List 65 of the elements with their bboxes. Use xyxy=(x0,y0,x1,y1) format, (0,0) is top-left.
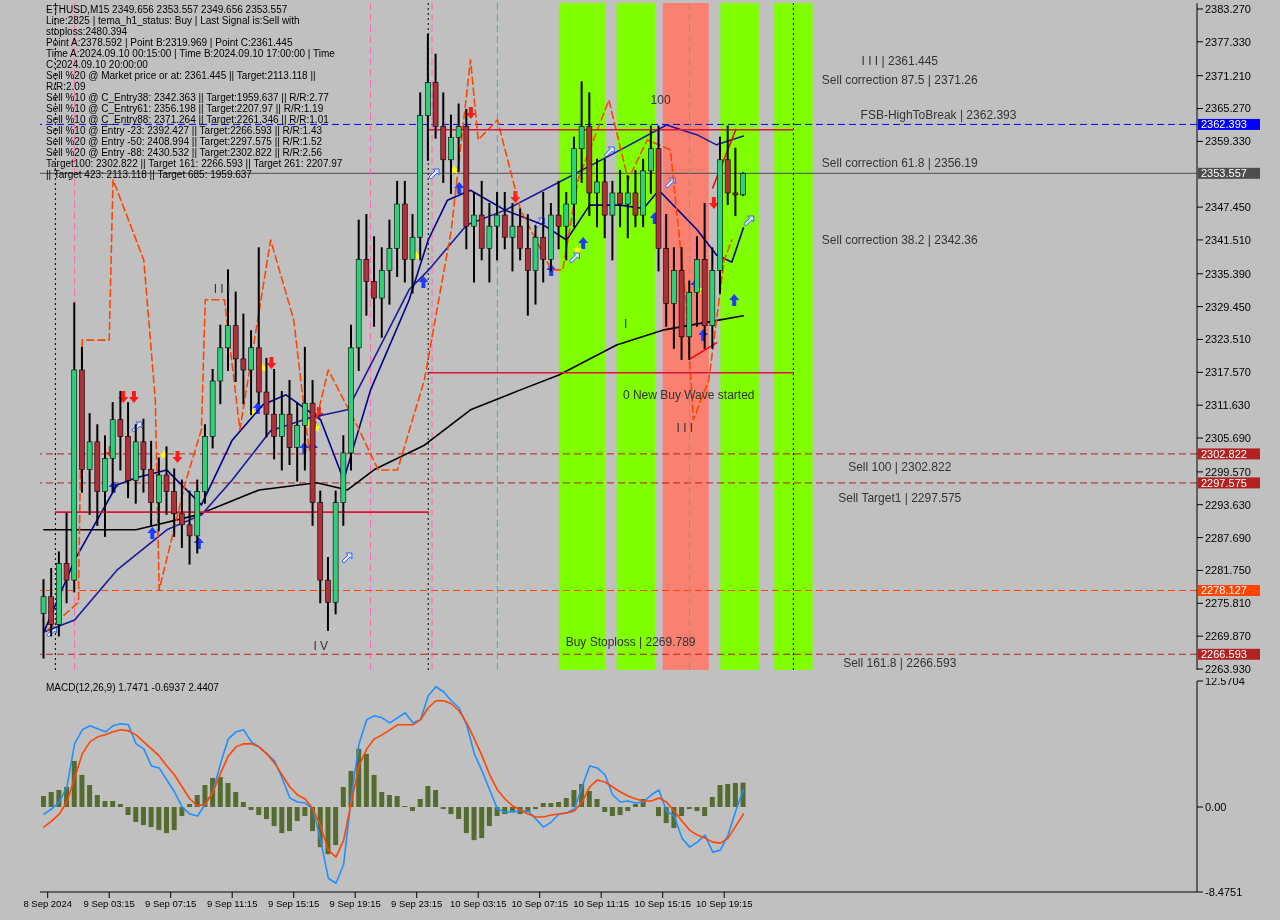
y-tick-label: 2323.510 xyxy=(1205,333,1251,346)
y-tick-label: 2299.570 xyxy=(1205,465,1251,478)
annotation: Sell %20 @ Entry -88: 2430.532 || Target:2302.822 || R/R:2.56 xyxy=(46,147,323,158)
annotation: Sell %10 @ Entry -23: 2392.427 || Target:2266.593 || R/R:1.43 xyxy=(46,125,324,136)
annotation: Point A:2378.592 | Point B:2319.969 | Point C:2361.445 xyxy=(46,37,293,48)
y-tick-label: 0.00 xyxy=(1205,800,1227,813)
x-tick-label: 9 Sep 11:15 xyxy=(206,897,258,909)
annotation: Sell %20 @ Entry -50: 2408.994 || Target:2297.575 || R/R:1.52 xyxy=(46,136,324,147)
annotation: Time A:2024.09.10 00:15:00 | Time B:2024.09.10 17:00:00 | Time C:2024.09.10 20:00:00 xyxy=(46,48,336,70)
x-tick-label: 10 Sep 15:15 xyxy=(634,897,691,909)
y-tick-label: 2305.690 xyxy=(1205,431,1251,444)
ref-line-label: 2362.393 xyxy=(1201,118,1247,131)
y-tick-label: 12.5704 xyxy=(1205,674,1245,687)
ref-line-label: 2266.593 xyxy=(1201,648,1247,661)
annotation: I xyxy=(624,317,628,332)
x-tick-label: 10 Sep 11:15 xyxy=(573,897,630,909)
chart-title: MACD(12,26,9) 1.7471 -0.6937 2.4407 xyxy=(46,682,220,693)
y-tick-label: 2377.330 xyxy=(1205,35,1251,48)
annotation: Sell %10 @ C_Entry38: 2342.363 || Target:1959.637 || R/R:2.77 xyxy=(46,92,330,103)
ref-line-label: 2278.127 xyxy=(1201,584,1247,597)
annotation: Target100: 2302.822 || Target 161: 2266.593 || Target 261: 2207.97 || Target 423: 2113.118 || Target 685: 1959.637 xyxy=(46,158,344,180)
annotation: I I I | 2361.445 xyxy=(861,54,939,69)
y-tick-label: 2275.810 xyxy=(1205,597,1251,610)
y-tick-label: 2287.690 xyxy=(1205,531,1251,544)
y-tick-label: 2311.630 xyxy=(1205,399,1251,412)
y-tick-label: 2383.270 xyxy=(1205,2,1251,15)
x-tick-label: 10 Sep 03:15 xyxy=(449,897,507,909)
chart-title: ETHUSD,M15 2349.656 2353.557 2349.656 2353.557 xyxy=(46,4,289,15)
annotation: Sell Target1 | 2297.575 xyxy=(838,491,962,506)
y-tick-label: 2263.930 xyxy=(1205,662,1251,675)
annotation: FSB-HighToBreak | 2362.393 xyxy=(860,108,1017,123)
y-tick-label: 2293.630 xyxy=(1205,498,1251,511)
annotation: Sell 161.8 | 2266.593 xyxy=(843,656,957,671)
x-tick-label: 8 Sep 2024 xyxy=(23,897,72,909)
annotation: Sell %10 @ C_Entry61: 2356.198 || Target:2207.97 || R/R:1.19 xyxy=(46,103,324,114)
x-tick-label: 9 Sep 07:15 xyxy=(145,897,197,909)
x-tick-label: 9 Sep 23:15 xyxy=(391,897,443,909)
annotation: Sell correction 61.8 | 2356.19 xyxy=(821,156,979,171)
ref-line-label: 2302.822 xyxy=(1201,447,1247,460)
annotation: Sell %20 @ Market price or at: 2361.445 || Target:2113.118 || R/R:2.09 xyxy=(46,70,317,92)
y-tick-label: 2317.570 xyxy=(1205,366,1251,379)
x-tick-label: 9 Sep 15:15 xyxy=(268,897,320,909)
annotation: Sell correction 87.5 | 2371.26 xyxy=(821,73,979,88)
annotation: Sell 100 | 2302.822 xyxy=(848,460,952,475)
annotation: I V xyxy=(313,639,329,654)
x-tick-label: 10 Sep 07:15 xyxy=(511,897,568,909)
y-tick-label: 2329.450 xyxy=(1205,300,1251,313)
annotation: Line:2825 | tema_h1_status: Buy | Last Signal is:Sell with stoploss:2480.394 xyxy=(46,15,301,37)
x-tick-label: 10 Sep 19:15 xyxy=(695,897,753,909)
annotation: I I I xyxy=(676,421,694,436)
y-tick-label: 2371.210 xyxy=(1205,69,1251,82)
x-tick-label: 9 Sep 19:15 xyxy=(329,897,381,909)
y-tick-label: 2347.450 xyxy=(1205,200,1251,213)
ref-line-label: 2353.557 xyxy=(1201,167,1247,180)
annotation: Sell %10 @ C_Entry88: 2371.264 || Target:2261.346 || R/R:1.01 xyxy=(46,114,330,125)
y-tick-label: 2269.870 xyxy=(1205,630,1251,643)
y-tick-label: 2341.510 xyxy=(1205,233,1251,246)
y-tick-label: 2359.330 xyxy=(1205,135,1251,148)
y-tick-label: 2335.390 xyxy=(1205,267,1251,280)
y-tick-label: 2365.270 xyxy=(1205,102,1251,115)
y-tick-label: 2281.750 xyxy=(1205,564,1251,577)
y-tick-label: -8.4751 xyxy=(1205,885,1243,898)
ref-line-label: 2297.575 xyxy=(1201,476,1247,489)
annotation: Sell correction 38.2 | 2342.36 xyxy=(821,233,979,248)
x-tick-label: 9 Sep 03:15 xyxy=(83,897,135,909)
